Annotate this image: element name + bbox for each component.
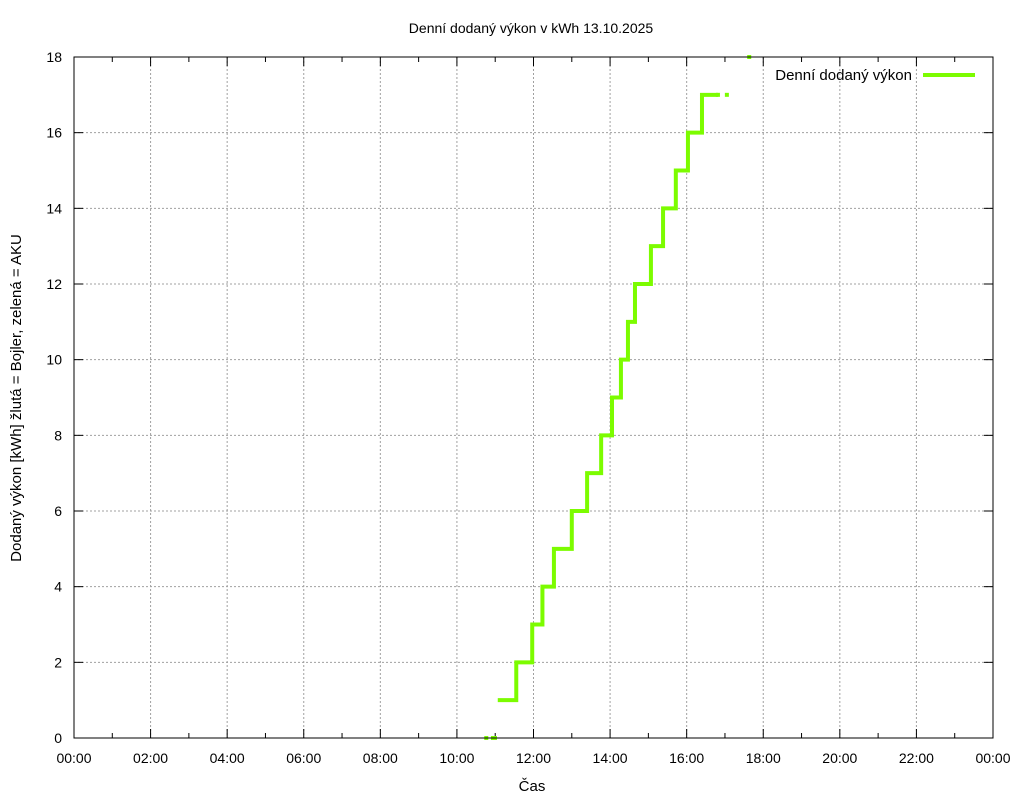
x-tick-label: 10:00 — [439, 750, 474, 766]
x-axis-label: Čas — [519, 778, 546, 795]
x-tick-label: 00:00 — [975, 750, 1010, 766]
x-tick-label: 02:00 — [133, 750, 168, 766]
x-tick-label: 20:00 — [822, 750, 857, 766]
x-tick-label: 00:00 — [56, 750, 91, 766]
y-tick-label: 16 — [46, 125, 62, 141]
chart-title: Denní dodaný výkon v kWh 13.10.2025 — [409, 20, 654, 36]
y-tick-label: 14 — [46, 200, 62, 216]
x-tick-label: 22:00 — [899, 750, 934, 766]
x-tick-label: 12:00 — [516, 750, 551, 766]
y-tick-label: 18 — [46, 49, 62, 65]
data-series — [484, 55, 752, 740]
plot-frame — [73, 56, 994, 739]
x-tick-label: 06:00 — [286, 750, 321, 766]
y-tick-label: 2 — [54, 654, 62, 670]
legend: Denní dodaný výkon — [775, 67, 975, 84]
y-tick-label: 0 — [54, 730, 62, 746]
legend-label: Denní dodaný výkon — [775, 67, 912, 84]
x-tick-label: 08:00 — [363, 750, 398, 766]
x-tick-labels: 00:00 02:00 04:00 06:00 08:00 10:00 12:00 14:00… — [56, 750, 1010, 766]
y-tick-label: 12 — [46, 276, 62, 292]
y-tick-labels: 0 2 4 6 8 10 12 14 16 18 — [46, 49, 62, 746]
y-axis-label: Dodaný výkon [kWh] žlutá = Bojler, zelen… — [8, 234, 25, 562]
y-tick-label: 6 — [54, 503, 62, 519]
y-tick-label: 10 — [46, 352, 62, 368]
x-tick-label: 14:00 — [593, 750, 628, 766]
x-tick-label: 16:00 — [669, 750, 704, 766]
y-tick-label: 4 — [54, 579, 62, 595]
x-tick-label: 18:00 — [746, 750, 781, 766]
y-tick-label: 8 — [54, 427, 62, 443]
x-tick-label: 04:00 — [210, 750, 245, 766]
